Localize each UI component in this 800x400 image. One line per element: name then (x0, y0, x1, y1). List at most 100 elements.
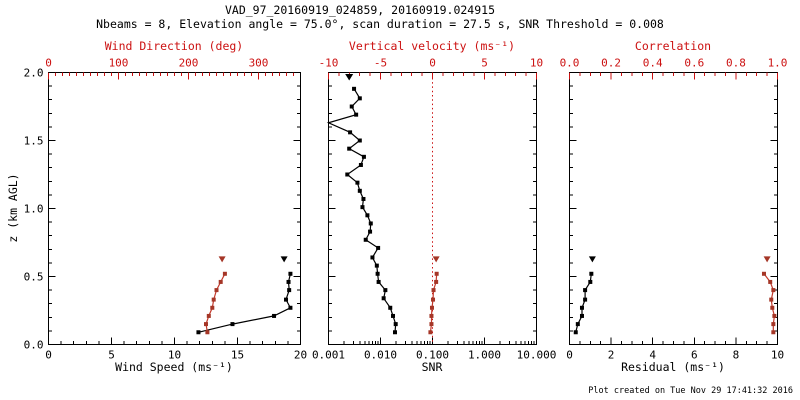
snr-profile-marker (357, 138, 362, 143)
snr-profile-marker (393, 322, 398, 327)
snr-profile-marker (348, 130, 353, 135)
tick-label: 0.0 (560, 57, 580, 70)
correlation-marker (761, 271, 766, 276)
wind-direction-marker (210, 305, 215, 310)
snr-profile-marker (363, 237, 368, 242)
vertical-velocity-marker (431, 297, 436, 302)
tick-label: 8 (733, 349, 740, 362)
residual-marker (588, 279, 593, 284)
tick-label: 0.5 (24, 271, 44, 284)
snr-axis-title: SNR (421, 360, 443, 374)
wind-speed-marker (287, 288, 292, 293)
tick-label: 6 (691, 349, 698, 362)
wind-direction-marker (222, 271, 227, 276)
tick-label: -10 (319, 57, 339, 70)
plot-title: VAD_97_20160919_024859, 20160919.024915 (224, 3, 496, 17)
snr-profile-marker (370, 255, 375, 260)
wind-direction-isolated-marker (218, 256, 226, 263)
correlation-marker (770, 305, 775, 310)
tick-label: 0.001 (312, 349, 345, 362)
vertical-velocity-isolated-marker (432, 256, 440, 263)
tick-label: 200 (179, 57, 199, 70)
correlation-marker (768, 279, 773, 284)
residual-axis-title: Residual (ms⁻¹) (621, 360, 725, 374)
residual-marker (579, 305, 584, 310)
wind-direction-marker (211, 297, 216, 302)
correlation-marker (771, 322, 776, 327)
tick-label: 10 (168, 349, 181, 362)
snr-profile-marker (375, 271, 380, 276)
z-axis-title: z (km AGL) (6, 173, 20, 243)
snr-profile-marker (368, 229, 373, 234)
snr-profile-marker (357, 96, 362, 101)
plot-created-timestamp: Plot created on Tue Nov 29 17:41:32 2016 (588, 386, 793, 396)
tick-label: 0.2 (601, 57, 621, 70)
snr-profile-marker (391, 313, 396, 318)
wind-direction-marker (218, 279, 223, 284)
vertical-velocity-axis-title: Vertical velocity (ms⁻¹) (348, 39, 516, 53)
tick-label: 0.010 (364, 349, 397, 362)
correlation-marker (769, 297, 774, 302)
snr-profile-clipped-marker (345, 74, 354, 81)
snr-profile-marker (355, 180, 360, 185)
correlation-axis-title: Correlation (634, 39, 712, 53)
snr-profile-marker (365, 213, 370, 218)
snr-profile-marker (374, 263, 379, 268)
tick-label: 10 (530, 57, 543, 70)
correlation-marker (772, 313, 777, 318)
tick-label: 0 (566, 349, 573, 362)
correlation-isolated-marker (763, 256, 771, 263)
snr-panel: 0.001 0.010 0.100 1.000 10.000 -10 -5 0 5 10 (312, 57, 556, 362)
tick-label: 0.8 (726, 57, 746, 70)
residual-isolated-marker (588, 256, 596, 263)
tick-label: 0.4 (643, 57, 663, 70)
snr-profile-marker (361, 154, 366, 159)
wind-speed-axis-title: Wind Speed (ms⁻¹) (115, 360, 233, 374)
tick-label: 1.5 (24, 135, 44, 148)
tick-label: 5 (108, 349, 115, 362)
wind-speed-marker (196, 330, 201, 335)
wind-direction-marker (214, 288, 219, 293)
wind-panel-frame (48, 72, 301, 345)
snr-profile-marker (354, 112, 359, 117)
correlation-marker (771, 288, 776, 293)
tick-label: 15 (231, 349, 244, 362)
snr-profile-marker (360, 205, 365, 210)
snr-profile-marker (352, 86, 357, 91)
wind-direction-marker (206, 313, 211, 318)
wind-speed-marker (284, 297, 289, 302)
vertical-velocity-marker (431, 288, 436, 293)
tick-label: 2.0 (24, 67, 44, 80)
tick-label: -5 (374, 57, 387, 70)
tick-label: 0.6 (684, 57, 704, 70)
snr-profile-marker (358, 162, 363, 167)
residual-marker (575, 322, 580, 327)
vertical-velocity-marker (429, 305, 434, 310)
tick-label: 20 (294, 349, 307, 362)
wind-speed-isolated-marker (280, 256, 288, 263)
vertical-velocity-marker (429, 313, 434, 318)
vertical-velocity-marker (428, 330, 433, 335)
snr-profile-marker (368, 221, 373, 226)
tick-label: 1.0 (768, 57, 788, 70)
tick-label: 100 (109, 57, 129, 70)
vertical-velocity-marker (434, 279, 439, 284)
tick-label: 5 (481, 57, 488, 70)
snr-profile-marker (392, 330, 397, 335)
tick-label: 10.000 (517, 349, 557, 362)
snr-profile-marker (349, 104, 354, 109)
wind-speed-marker (288, 271, 293, 276)
wind-speed-marker (272, 313, 277, 318)
plot-subtitle: Nbeams = 8, Elevation angle = 75.0°, sca… (96, 17, 664, 31)
snr-profile-marker (388, 305, 393, 310)
snr-profile-marker (361, 196, 366, 201)
tick-label: 1.0 (24, 203, 44, 216)
residual-marker (589, 271, 594, 276)
wind-speed-marker (288, 305, 293, 310)
tick-label: 0.0 (24, 339, 44, 352)
tick-label: 2 (608, 349, 615, 362)
